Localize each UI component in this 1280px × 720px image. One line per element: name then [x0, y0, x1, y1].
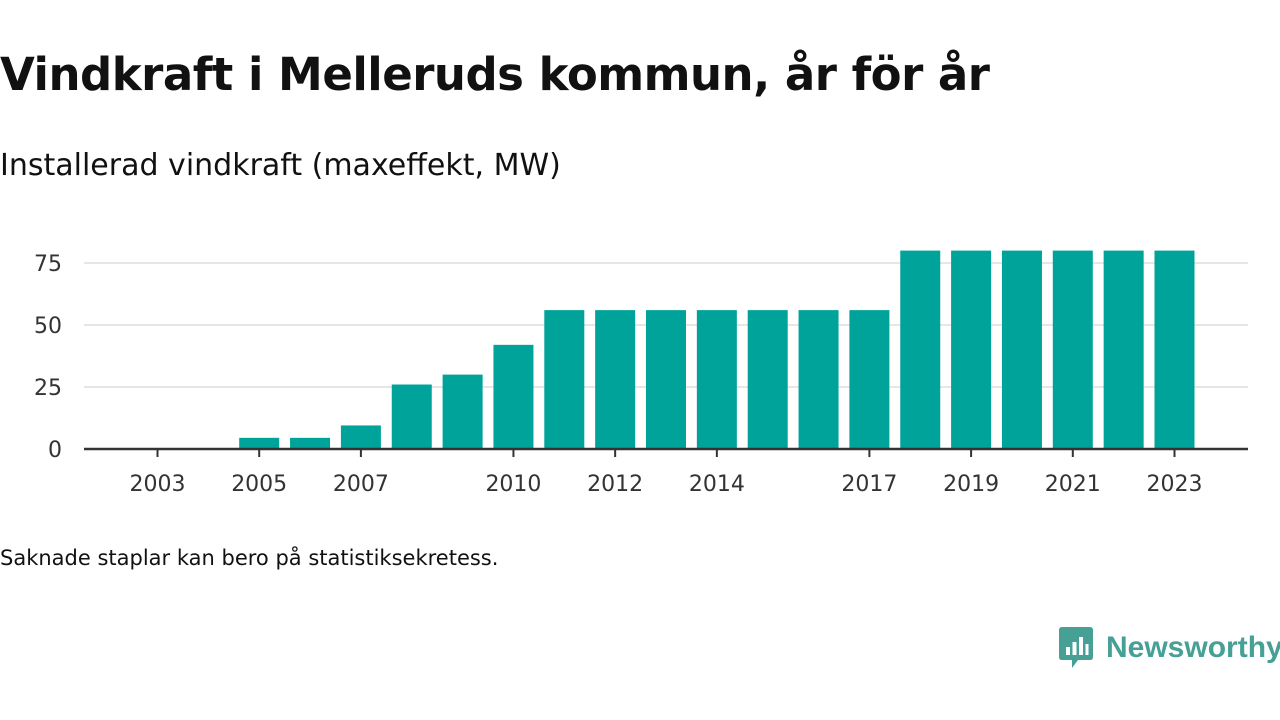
bar-2022	[1103, 250, 1144, 449]
y-tick-label: 50	[34, 314, 62, 339]
bar-2006	[290, 437, 331, 449]
x-tick-label: 2021	[1045, 472, 1101, 497]
x-tick-label: 2017	[841, 472, 897, 497]
y-tick-label: 75	[34, 252, 62, 277]
bar-2023	[1154, 250, 1195, 449]
bar-2016	[798, 310, 839, 449]
bar-2010	[493, 344, 534, 449]
x-tick-label: 2005	[231, 472, 287, 497]
x-tick-label: 2014	[689, 472, 745, 497]
brand-logo[interactable]: Newsworthy	[1058, 626, 1280, 670]
bar-2012	[595, 310, 636, 449]
bar-2005	[239, 437, 280, 449]
bar-2009	[442, 374, 483, 449]
x-tick-label: 2003	[130, 472, 186, 497]
bar-2020	[1001, 250, 1042, 449]
bar-2019	[951, 250, 992, 449]
bar-2014	[696, 310, 737, 449]
footnote: Saknade staplar kan bero på statistiksek…	[0, 546, 499, 570]
bar-2015	[747, 310, 788, 449]
brand-name: Newsworthy	[1106, 631, 1280, 664]
y-tick-label: 25	[34, 376, 62, 401]
bar-2013	[646, 310, 686, 449]
bar-2007	[340, 425, 381, 449]
bar-2021	[1052, 250, 1093, 449]
x-tick-label: 2010	[485, 472, 541, 497]
x-tick-label: 2012	[587, 472, 643, 497]
x-axis-tick-labels: 2003 2005 2007 2010 2012 2014 2017 2019 2021 2023	[130, 449, 1203, 497]
chart-title: Vindkraft i Melleruds kommun, år för år	[0, 48, 990, 101]
x-tick-label: 2023	[1147, 472, 1203, 497]
y-tick-label: 0	[48, 438, 62, 463]
x-tick-label: 2019	[943, 472, 999, 497]
bar-2018	[900, 250, 941, 449]
y-axis-tick-labels: 0 25 50 75	[34, 252, 62, 463]
x-tick-label: 2007	[333, 472, 389, 497]
bars	[239, 250, 1195, 449]
bar-2011	[544, 310, 585, 449]
bar-chart: 0 25 50 75 2003 2005 2007 2010 2012 2014 2017 2019…	[34, 250, 1248, 497]
bar-2017	[849, 310, 890, 449]
bar-2008	[391, 384, 432, 449]
newsworthy-logo-icon	[1059, 627, 1093, 668]
chart-subtitle: Installerad vindkraft (maxeffekt, MW)	[0, 148, 561, 183]
